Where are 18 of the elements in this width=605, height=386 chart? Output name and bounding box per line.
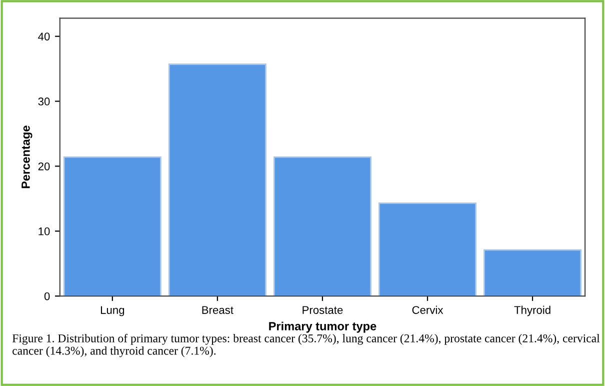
x-tick-label: Breast [202, 306, 234, 314]
y-tick-label: 0 [44, 292, 50, 300]
bar [63, 156, 162, 296]
bar [273, 156, 372, 296]
bar [378, 202, 476, 296]
x-tick-label: Prostate [302, 306, 343, 314]
y-tick-label: 30 [38, 98, 50, 106]
y-tick-label: 10 [38, 227, 50, 236]
x-tick-label: Cervix [412, 306, 444, 314]
y-tick-label: 20 [38, 162, 50, 170]
x-tick-label: Thyroid [514, 306, 550, 316]
y-tick-label: 40 [38, 32, 50, 40]
bar [484, 249, 582, 296]
y-axis-title: Percentage [22, 126, 32, 188]
bar [168, 64, 266, 296]
x-tick-label: Lung [100, 306, 124, 316]
x-axis-title: Primary tumor type [269, 322, 376, 333]
caption: Figure 1. Distribution of primary tumor types: breast cancer (35.7%), lung cancer (21.4%), prostate cancer (21.4%), cervical cancer (14.3%), and thyroid cancer (7.1%). [12, 334, 600, 358]
